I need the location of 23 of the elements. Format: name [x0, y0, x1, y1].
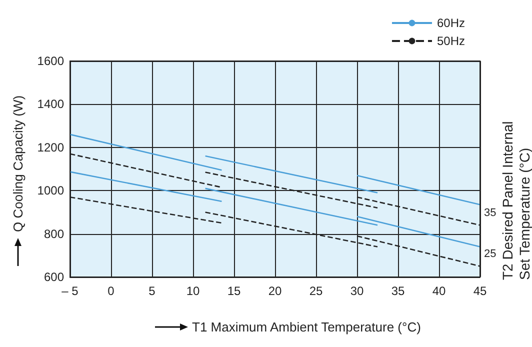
- x-tick-label: 30: [350, 284, 364, 298]
- y-tick-label: 800: [44, 226, 64, 241]
- y-tick-label: 1400: [37, 97, 64, 112]
- y-tick-label: 1200: [37, 140, 64, 154]
- x-tick-label: 15: [227, 284, 241, 298]
- x-tick-label: 35: [391, 284, 405, 298]
- y-axis-title: Q Cooling Capacity (W): [10, 95, 26, 232]
- legend-label: 50Hz: [436, 34, 465, 48]
- x-tick-label: 20: [268, 284, 282, 298]
- legend-label: 60Hz: [436, 16, 465, 30]
- x-tick-label: 40: [432, 284, 446, 298]
- x-tick-label: – 5: [62, 284, 79, 298]
- y-tick-label: 1600: [37, 54, 64, 68]
- x-tick-label: 5: [148, 284, 156, 298]
- x-axis-title: T1 Maximum Ambient Temperature (°C): [192, 320, 421, 334]
- x-tick-label: 45: [473, 284, 487, 298]
- annotation: 25: [484, 248, 496, 260]
- x-tick-label: 25: [309, 284, 323, 298]
- y-tick-label: 1000: [37, 184, 64, 198]
- annotation: 35: [484, 207, 496, 220]
- y-tick-label: 600: [44, 270, 64, 284]
- x-tick-label: 10: [186, 284, 200, 298]
- x-tick-label: 0: [108, 284, 115, 298]
